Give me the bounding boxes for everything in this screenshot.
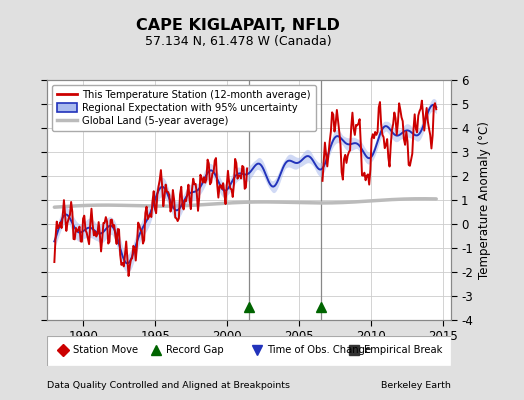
FancyBboxPatch shape — [47, 336, 451, 366]
Text: Berkeley Earth: Berkeley Earth — [381, 382, 451, 390]
Text: Data Quality Controlled and Aligned at Breakpoints: Data Quality Controlled and Aligned at B… — [47, 382, 290, 390]
Text: 57.134 N, 61.478 W (Canada): 57.134 N, 61.478 W (Canada) — [145, 36, 332, 48]
Legend: This Temperature Station (12-month average), Regional Expectation with 95% uncer: This Temperature Station (12-month avera… — [52, 85, 315, 131]
Text: Empirical Break: Empirical Break — [364, 345, 442, 355]
Text: Time of Obs. Change: Time of Obs. Change — [267, 345, 371, 355]
Text: Record Gap: Record Gap — [166, 345, 224, 355]
Text: CAPE KIGLAPAIT, NFLD: CAPE KIGLAPAIT, NFLD — [136, 18, 341, 34]
Y-axis label: Temperature Anomaly (°C): Temperature Anomaly (°C) — [478, 121, 492, 279]
Text: Station Move: Station Move — [73, 345, 138, 355]
